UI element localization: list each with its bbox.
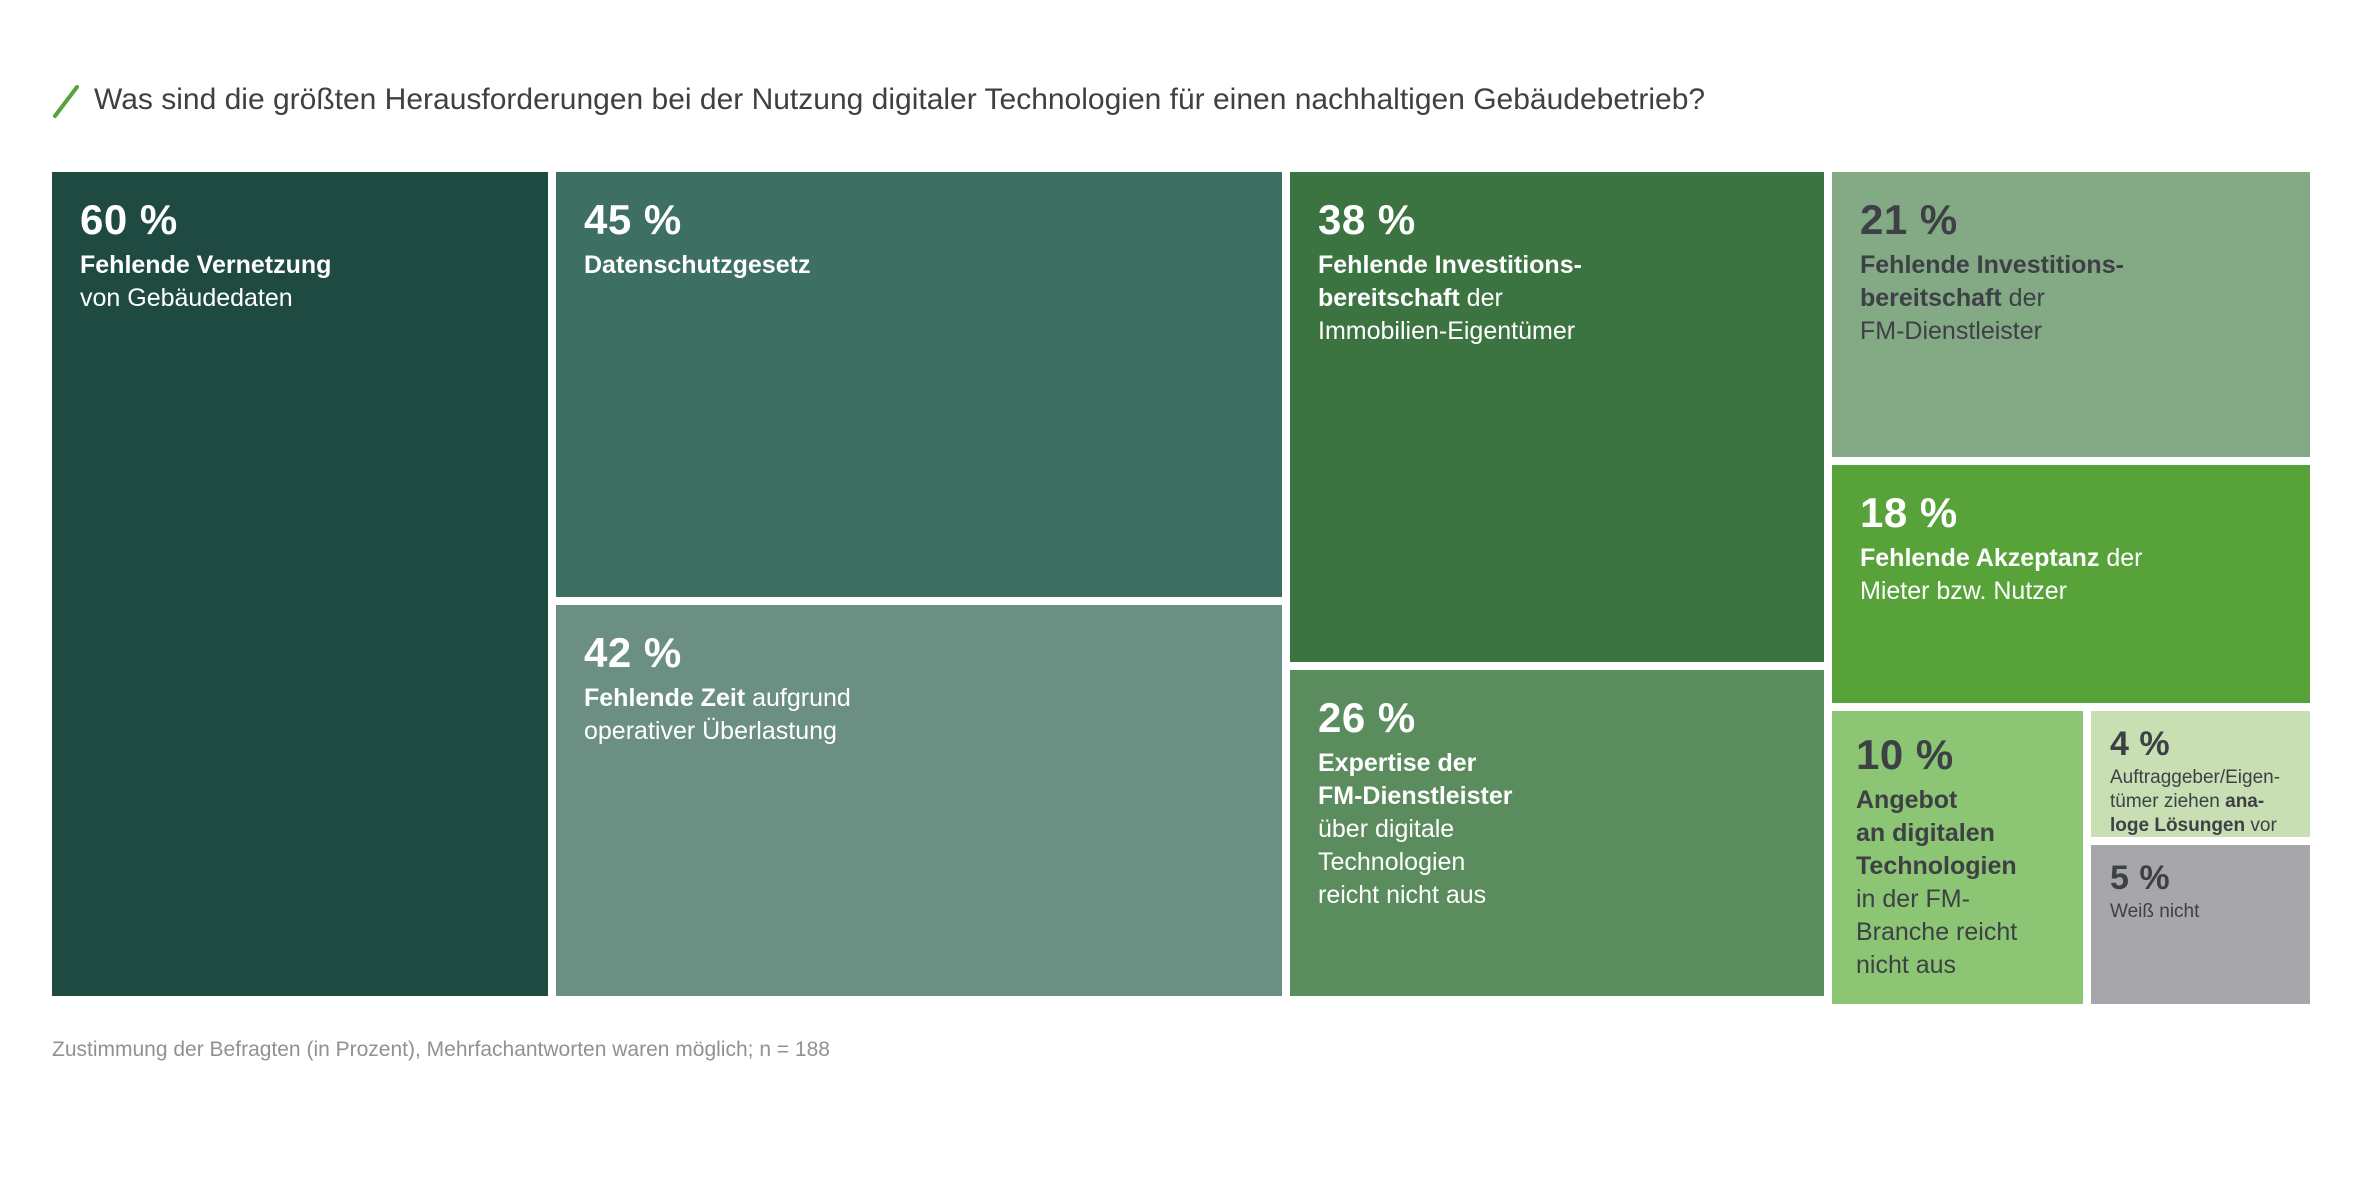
- tile-label: Fehlende Investitions- bereitschaft der …: [1860, 251, 2124, 346]
- treemap-chart: 60 % Fehlende Vernetzung von Gebäudedate…: [52, 172, 2310, 1005]
- tile-label: Angebot an digitalen Technologien in der…: [1856, 786, 2018, 980]
- tile-label: Fehlende Vernetzung von Gebäudedaten: [80, 251, 332, 313]
- tile-label: Fehlende Zeit aufgrund operativer Überla…: [584, 684, 851, 746]
- tile-value: 10 %: [1856, 731, 1954, 778]
- tile-label: Weiß nicht: [2110, 900, 2200, 922]
- treemap-column-2: 45 % Datenschutzgesetz 42 % Fehlende Zei…: [556, 172, 1282, 996]
- chart-title: Was sind die größten Herausforderungen b…: [94, 83, 1706, 116]
- treemap-column-3: 38 % Fehlende Investitions- bereitschaft…: [1290, 172, 1824, 996]
- tile-label: Datenschutzgesetz: [584, 251, 811, 280]
- tile-value: 4 %: [2110, 725, 2171, 763]
- treemap-bottom-right-row: 10 % Angebot an digitalen Technologien i…: [1832, 711, 2310, 1005]
- tile-value: 18 %: [1860, 489, 1958, 536]
- tile-fehlende-vernetzung: 60 % Fehlende Vernetzung von Gebäudedate…: [52, 172, 548, 996]
- tile-label: Auftraggeber/Eigen- tümer ziehen ana- lo…: [2110, 766, 2281, 837]
- treemap-ministack: 4 % Auftraggeber/Eigen- tümer ziehen ana…: [2091, 711, 2310, 1005]
- tile-datenschutzgesetz: 45 % Datenschutzgesetz: [556, 172, 1282, 597]
- tile-value: 21 %: [1860, 196, 1958, 243]
- tile-investitionsbereitschaft-fm-dienstleister: 21 % Fehlende Investitions- bereitschaft…: [1832, 172, 2310, 457]
- chart-footnote: Zustimmung der Befragten (in Prozent), M…: [52, 1038, 830, 1061]
- tile-value: 60 %: [80, 196, 178, 243]
- tile-weiss-nicht: 5 % Weiß nicht: [2091, 845, 2310, 1005]
- tile-fehlende-akzeptanz-mieter: 18 % Fehlende Akzeptanz der Mieter bzw. …: [1832, 465, 2310, 703]
- tile-value: 45 %: [584, 196, 682, 243]
- tile-analoge-loesungen: 4 % Auftraggeber/Eigen- tümer ziehen ana…: [2091, 711, 2310, 837]
- tile-fehlende-zeit: 42 % Fehlende Zeit aufgrund operativer Ü…: [556, 605, 1282, 996]
- tile-investitionsbereitschaft-eigentuemer: 38 % Fehlende Investitions- bereitschaft…: [1290, 172, 1824, 662]
- tile-value: 38 %: [1318, 196, 1416, 243]
- treemap-column-1: 60 % Fehlende Vernetzung von Gebäudedate…: [52, 172, 548, 996]
- tile-value: 26 %: [1318, 694, 1416, 741]
- tile-expertise-fm-dienstleister: 26 % Expertise der FM-Dienstleister über…: [1290, 670, 1824, 996]
- treemap-column-4: 21 % Fehlende Investitions- bereitschaft…: [1832, 172, 2310, 1005]
- tile-value: 5 %: [2110, 859, 2171, 897]
- tile-angebot-digitale-technologien: 10 % Angebot an digitalen Technologien i…: [1832, 711, 2083, 1005]
- tile-label: Expertise der FM-Dienstleister über digi…: [1318, 749, 1513, 910]
- tile-label: Fehlende Investitions- bereitschaft der …: [1318, 251, 1582, 346]
- question-slash-icon: [52, 83, 80, 119]
- chart-header: Was sind die größten Herausforderungen b…: [52, 82, 1705, 119]
- tile-label: Fehlende Akzeptanz der Mieter bzw. Nutze…: [1860, 544, 2143, 606]
- tile-value: 42 %: [584, 629, 682, 676]
